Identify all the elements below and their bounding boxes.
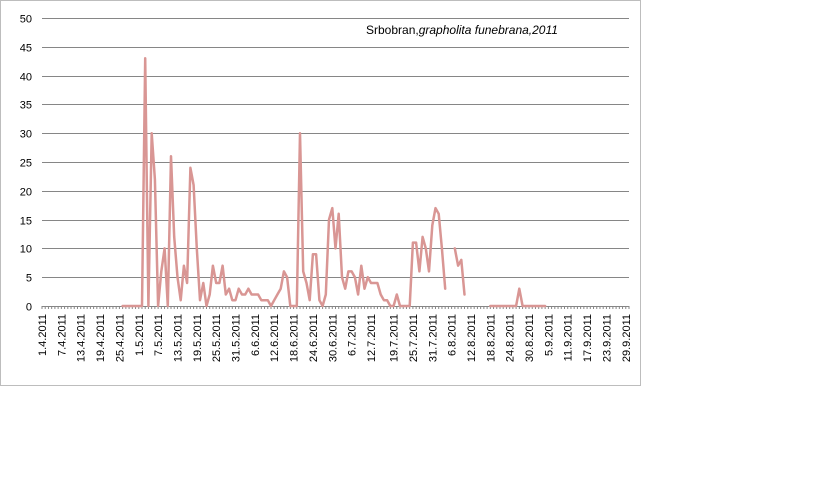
- y-tick-label: 30: [20, 129, 32, 141]
- x-tick-label: 6.6.2011: [250, 314, 262, 356]
- x-tick-label: 5.9.2011: [543, 314, 555, 356]
- x-tick-label: 19.4.2011: [95, 314, 107, 362]
- x-tick-label: 19.5.2011: [192, 314, 204, 362]
- x-tick-label: 13.4.2011: [76, 314, 88, 362]
- y-tick-label: 35: [20, 100, 32, 112]
- x-tick-label: 17.9.2011: [582, 314, 594, 362]
- x-tick-label: 12.8.2011: [466, 314, 478, 362]
- chart-title-italic: grapholita funebrana,2011: [419, 23, 558, 37]
- y-axis-ticks: 0 5 10 15 20 25 30 35 40 45 50: [20, 14, 32, 314]
- x-tick-label: 12.7.2011: [366, 314, 378, 362]
- x-tick-label: 25.7.2011: [408, 314, 420, 362]
- x-tick-label: 31.5.2011: [231, 314, 243, 362]
- y-tick-label: 45: [20, 43, 32, 55]
- gridlines: [42, 18, 629, 307]
- y-tick-label: 25: [20, 158, 32, 170]
- chart-title: Srbobran,grapholita funebrana,2011: [366, 23, 558, 37]
- x-tick-label: 6.7.2011: [347, 314, 359, 356]
- series-line-segment: [489, 287, 547, 308]
- x-tick-label: 18.8.2011: [485, 314, 497, 362]
- y-tick-label: 20: [20, 187, 32, 199]
- y-tick-label: 50: [20, 14, 32, 26]
- line-chart: 0 5 10 15 20 25 30 35 40 45 50 1.4.2011 7.4.2011 13.…: [20, 14, 633, 363]
- x-tick-label: 24.6.2011: [308, 314, 320, 362]
- chart-title-plain: Srbobran,: [366, 23, 419, 37]
- x-tick-label: 23.9.2011: [601, 314, 613, 362]
- x-tick-label: 11.9.2011: [563, 314, 575, 361]
- series-layer: [121, 57, 547, 308]
- x-tick-label: 25.4.2011: [114, 314, 126, 362]
- x-tick-label: 30.8.2011: [524, 314, 536, 362]
- y-tick-label: 0: [26, 302, 32, 314]
- x-tick-label: 30.6.2011: [327, 314, 339, 362]
- x-tick-label: 12.6.2011: [269, 314, 281, 362]
- x-tick-label: 7.4.2011: [56, 314, 68, 356]
- x-tick-label: 24.8.2011: [505, 314, 517, 362]
- x-tick-label: 19.7.2011: [389, 314, 401, 362]
- x-tick-label: 1.5.2011: [134, 314, 146, 356]
- chart-frame: 0 5 10 15 20 25 30 35 40 45 50 1.4.2011 7.4.2011 13.…: [0, 0, 641, 386]
- series-line-segment: [453, 247, 466, 296]
- x-tick-label: 6.8.2011: [447, 314, 459, 356]
- y-tick-label: 15: [20, 216, 32, 228]
- y-tick-label: 10: [20, 244, 32, 256]
- x-axis: 1.4.2011 7.4.2011 13.4.2011 19.4.2011 25.4.2…: [37, 306, 633, 362]
- y-tick-label: 5: [26, 273, 32, 285]
- x-tick-label: 1.4.2011: [37, 314, 49, 356]
- series-line-segment: [121, 57, 447, 308]
- x-tick-label: 13.5.2011: [172, 314, 184, 362]
- x-tick-label: 7.5.2011: [153, 314, 165, 356]
- x-tick-label: 29.9.2011: [621, 314, 633, 362]
- x-tick-label: 18.6.2011: [289, 314, 301, 362]
- x-tick-label: 31.7.2011: [427, 314, 439, 362]
- y-tick-label: 40: [20, 72, 32, 84]
- x-tick-label: 25.5.2011: [211, 314, 223, 362]
